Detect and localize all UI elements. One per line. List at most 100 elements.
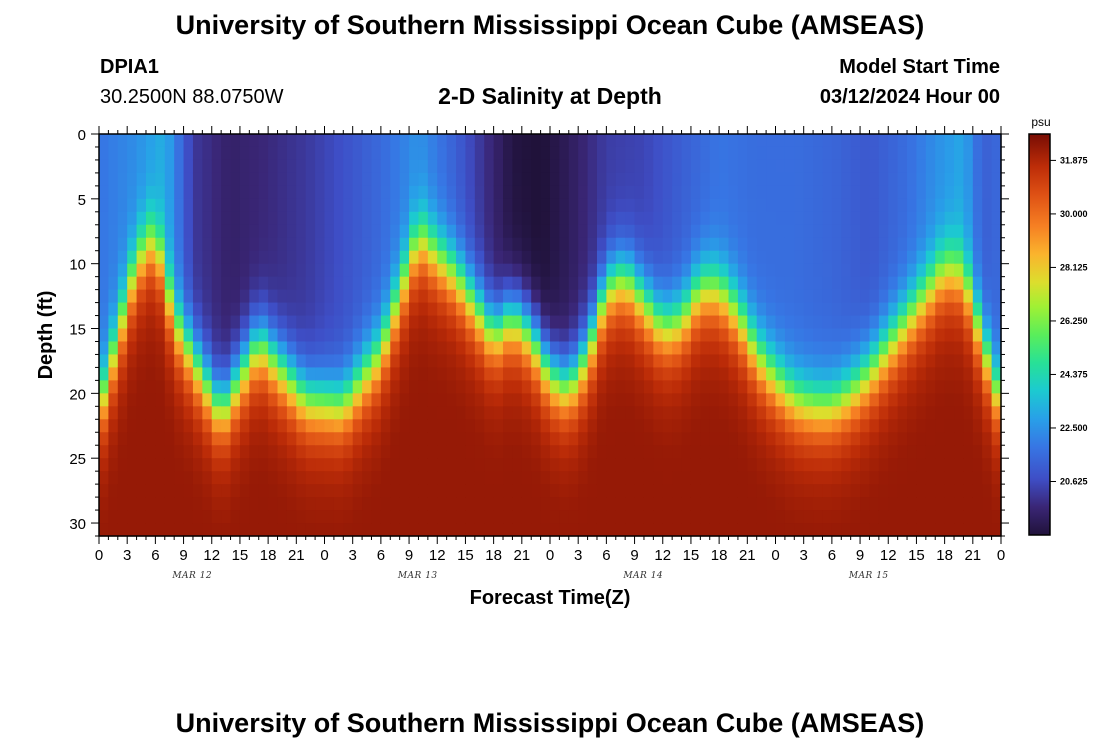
heatmap-cell <box>399 172 410 187</box>
heatmap-cell <box>362 380 373 394</box>
heatmap-cell <box>897 198 908 213</box>
heatmap-cell <box>333 471 344 485</box>
heatmap-cell <box>277 510 288 524</box>
heatmap-cell <box>709 510 720 524</box>
heatmap-cell <box>850 159 861 174</box>
heatmap-cell <box>446 211 457 226</box>
heatmap-cell <box>747 224 758 239</box>
heatmap-cell <box>465 354 476 369</box>
heatmap-cell <box>258 172 269 187</box>
heatmap-cell <box>145 445 156 459</box>
heatmap-cell <box>202 315 213 330</box>
heatmap-cell <box>202 341 213 356</box>
heatmap-cell <box>662 276 673 291</box>
heatmap-cell <box>587 458 598 472</box>
heatmap-cell <box>850 380 861 394</box>
heatmap-cell <box>916 185 927 200</box>
heatmap-cell <box>192 315 203 330</box>
heatmap-cell <box>794 250 805 265</box>
heatmap-cell <box>202 419 213 433</box>
heatmap-cell <box>145 497 156 511</box>
heatmap-cell <box>991 302 1002 317</box>
heatmap-cell <box>333 198 344 213</box>
heatmap-cell <box>550 419 560 433</box>
heatmap-cell <box>437 393 448 407</box>
heatmap-cell <box>813 159 824 174</box>
heatmap-cell <box>409 185 420 200</box>
heatmap-cell <box>221 211 232 226</box>
heatmap-cell <box>982 484 993 498</box>
heatmap-cell <box>784 315 795 330</box>
heatmap-cell <box>954 159 965 174</box>
heatmap-cell <box>230 198 241 213</box>
heatmap-cell <box>239 367 250 381</box>
heatmap-cell <box>512 367 523 381</box>
heatmap-cell <box>925 445 936 459</box>
heatmap-cell <box>643 471 654 485</box>
heatmap-cell <box>362 367 373 381</box>
heatmap-cell <box>99 224 109 239</box>
heatmap-cell <box>681 211 692 226</box>
heatmap-cell <box>963 250 974 265</box>
heatmap-cell <box>850 497 861 511</box>
heatmap-cell <box>925 328 936 343</box>
heatmap-cell <box>155 146 166 161</box>
heatmap-cell <box>719 341 730 356</box>
heatmap-cell <box>221 134 232 148</box>
heatmap-cell <box>174 315 185 330</box>
x-tick-label: 0 <box>997 547 1005 564</box>
heatmap-cell <box>596 367 607 381</box>
heatmap-cell <box>719 367 730 381</box>
heatmap-cell <box>333 354 344 369</box>
heatmap-cell <box>850 198 861 213</box>
heatmap-cell <box>380 172 391 187</box>
heatmap-cell <box>427 419 438 433</box>
heatmap-cell <box>446 198 457 213</box>
heatmap-cell <box>831 419 842 433</box>
heatmap-cell <box>784 367 795 381</box>
heatmap-cell <box>343 510 354 524</box>
heatmap-cell <box>643 198 654 213</box>
heatmap-cell <box>878 406 889 420</box>
heatmap-cell <box>737 523 748 537</box>
heatmap-cell <box>775 432 786 446</box>
heatmap-cell <box>371 276 382 291</box>
heatmap-cell <box>117 432 128 446</box>
heatmap-cell <box>813 134 824 148</box>
heatmap-cell <box>446 276 457 291</box>
heatmap-cell <box>268 393 279 407</box>
heatmap-cell <box>690 159 701 174</box>
heatmap-cell <box>277 393 288 407</box>
heatmap-cell <box>653 393 664 407</box>
heatmap-cell <box>503 380 514 394</box>
heatmap-cell <box>136 354 147 369</box>
heatmap-cell <box>474 315 485 330</box>
heatmap-cell <box>145 419 156 433</box>
heatmap-cell <box>653 445 664 459</box>
heatmap-cell <box>643 393 654 407</box>
heatmap-cell <box>286 250 297 265</box>
heatmap-cell <box>878 328 889 343</box>
heatmap-cell <box>446 367 457 381</box>
heatmap-cell <box>606 354 617 369</box>
heatmap-cell <box>277 159 288 174</box>
heatmap-cell <box>813 172 824 187</box>
heatmap-cell <box>277 315 288 330</box>
y-tick-label: 25 <box>69 451 86 468</box>
heatmap-cell <box>202 406 213 420</box>
heatmap-cell <box>465 523 476 537</box>
heatmap-cell <box>766 484 777 498</box>
heatmap-cell <box>550 224 560 239</box>
heatmap-cell <box>230 159 241 174</box>
heatmap-cell <box>399 393 410 407</box>
heatmap-cell <box>841 146 852 161</box>
heatmap-cell <box>399 432 410 446</box>
heatmap-cell <box>268 315 279 330</box>
heatmap-cell <box>681 224 692 239</box>
heatmap-cell <box>756 172 767 187</box>
heatmap-cell <box>822 497 833 511</box>
heatmap-cell <box>888 497 899 511</box>
heatmap-cell <box>747 185 758 200</box>
heatmap-cell <box>972 393 983 407</box>
heatmap-cell <box>672 237 683 252</box>
